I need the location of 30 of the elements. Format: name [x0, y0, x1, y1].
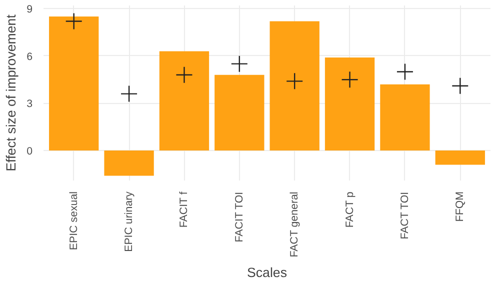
- point: [452, 77, 469, 95]
- x-tick-label: EPIC sexual: [68, 191, 80, 250]
- point: [341, 71, 358, 88]
- point: [396, 63, 414, 80]
- x-tick-label: FACIT f: [178, 192, 190, 228]
- x-tick-label: FACT p: [344, 192, 356, 228]
- x-axis-title: Scales: [247, 265, 288, 280]
- x-tick-label: FACT general: [288, 192, 301, 258]
- point: [230, 55, 248, 72]
- y-tick-label: 6: [26, 50, 33, 63]
- x-tick-label: FFQM: [454, 191, 466, 222]
- y-tick-label: 3: [26, 98, 33, 110]
- x-tick-label: FACIT TOI: [233, 192, 246, 242]
- bar: [270, 21, 320, 151]
- bar: [324, 58, 375, 151]
- point: [120, 85, 138, 102]
- point: [286, 72, 304, 90]
- bar: [214, 74, 264, 151]
- bar: [159, 51, 210, 151]
- bar: [49, 16, 99, 151]
- bar: [380, 84, 430, 151]
- point: [176, 66, 193, 84]
- y-tick-label: 0: [26, 146, 33, 158]
- y-tick-label: 9: [26, 4, 33, 16]
- bar: [104, 150, 154, 176]
- x-tick-label: FACT TOI: [398, 192, 411, 240]
- bar: [435, 150, 485, 165]
- point: [65, 12, 82, 30]
- y-axis-title: Effect size of improvement: [4, 14, 19, 172]
- x-tick-label: EPIC urinary: [123, 190, 136, 252]
